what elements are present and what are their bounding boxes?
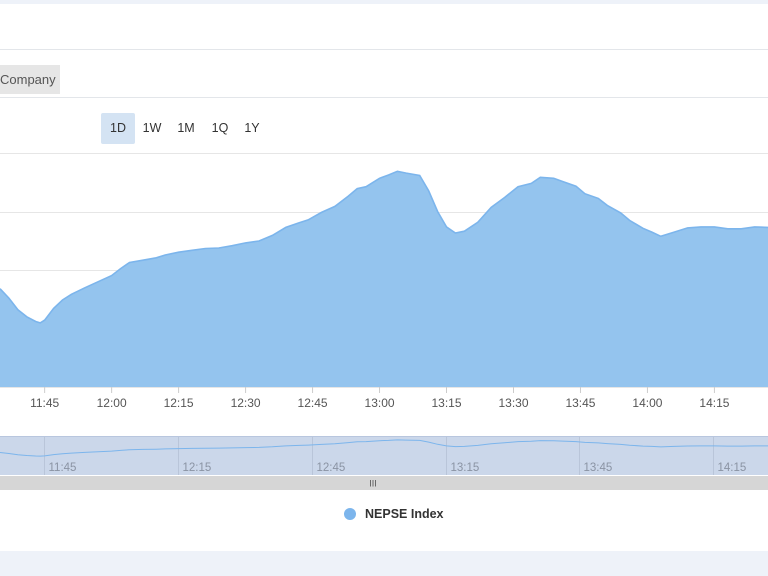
- x-axis-tick-label: 12:30: [231, 396, 261, 410]
- x-axis-tick-label: 14:15: [699, 396, 729, 410]
- navigator-tick-label: 14:15: [718, 462, 747, 474]
- x-axis-tick-label: 13:45: [565, 396, 595, 410]
- x-axis-tick-label: 13:30: [498, 396, 528, 410]
- x-axis-tick-label: 12:00: [97, 396, 127, 410]
- navigator-tick-label: 11:45: [49, 462, 77, 474]
- chart-canvas: 11:45 12:00 12:15 12:30 12:45 13:00 13:15 13:30…: [0, 153, 768, 490]
- company-tab[interactable]: Company: [0, 65, 60, 94]
- legend[interactable]: NEPSE Index: [344, 505, 444, 523]
- x-axis-tick-label: 13:15: [431, 396, 461, 410]
- range-button-1q[interactable]: 1Q: [211, 121, 229, 135]
- navigator-grid: [44, 437, 714, 475]
- legend-marker: [344, 508, 356, 520]
- navigator-window[interactable]: [0, 436, 768, 475]
- header-divider: [0, 49, 768, 50]
- x-axis-tick-label: 12:45: [298, 396, 328, 410]
- range-button-1w[interactable]: 1W: [142, 121, 162, 135]
- top-band: [0, 0, 768, 4]
- navigator-tick-label: 12:45: [317, 462, 346, 474]
- navigator-tick-label: 13:45: [584, 462, 613, 474]
- bottom-band: [0, 551, 768, 576]
- toolbar-divider: [0, 97, 768, 98]
- range-button-1m[interactable]: 1M: [177, 121, 195, 135]
- x-axis: 11:45 12:00 12:15 12:30 12:45 13:00 13:15 13:30…: [30, 387, 730, 410]
- navigator[interactable]: 11:45 12:15 12:45 13:15 13:45 14:15: [0, 436, 768, 475]
- x-axis-tick-label: 11:45: [30, 396, 59, 410]
- x-axis-tick-label: 12:15: [164, 396, 194, 410]
- range-button-1d[interactable]: 1D: [101, 113, 135, 144]
- range-button-1y[interactable]: 1Y: [244, 121, 260, 135]
- legend-item-label[interactable]: NEPSE Index: [365, 507, 444, 521]
- navigator-tick-label: 12:15: [183, 462, 212, 474]
- navigator-x-axis: 11:45 12:15 12:45 13:15 13:45 14:15: [49, 462, 747, 474]
- navigator-tick-label: 13:15: [451, 462, 480, 474]
- scrollbar-grip[interactable]: III: [369, 479, 377, 489]
- series-line-nepse-index[interactable]: [0, 170, 768, 324]
- x-axis-tick-label: 14:00: [632, 396, 662, 410]
- x-axis-tick-label: 13:00: [365, 396, 395, 410]
- scrollbar[interactable]: III: [0, 476, 768, 490]
- series-area-nepse-index[interactable]: [0, 171, 768, 387]
- navigator-series-line: [0, 439, 768, 457]
- scrollbar-track[interactable]: [0, 476, 768, 490]
